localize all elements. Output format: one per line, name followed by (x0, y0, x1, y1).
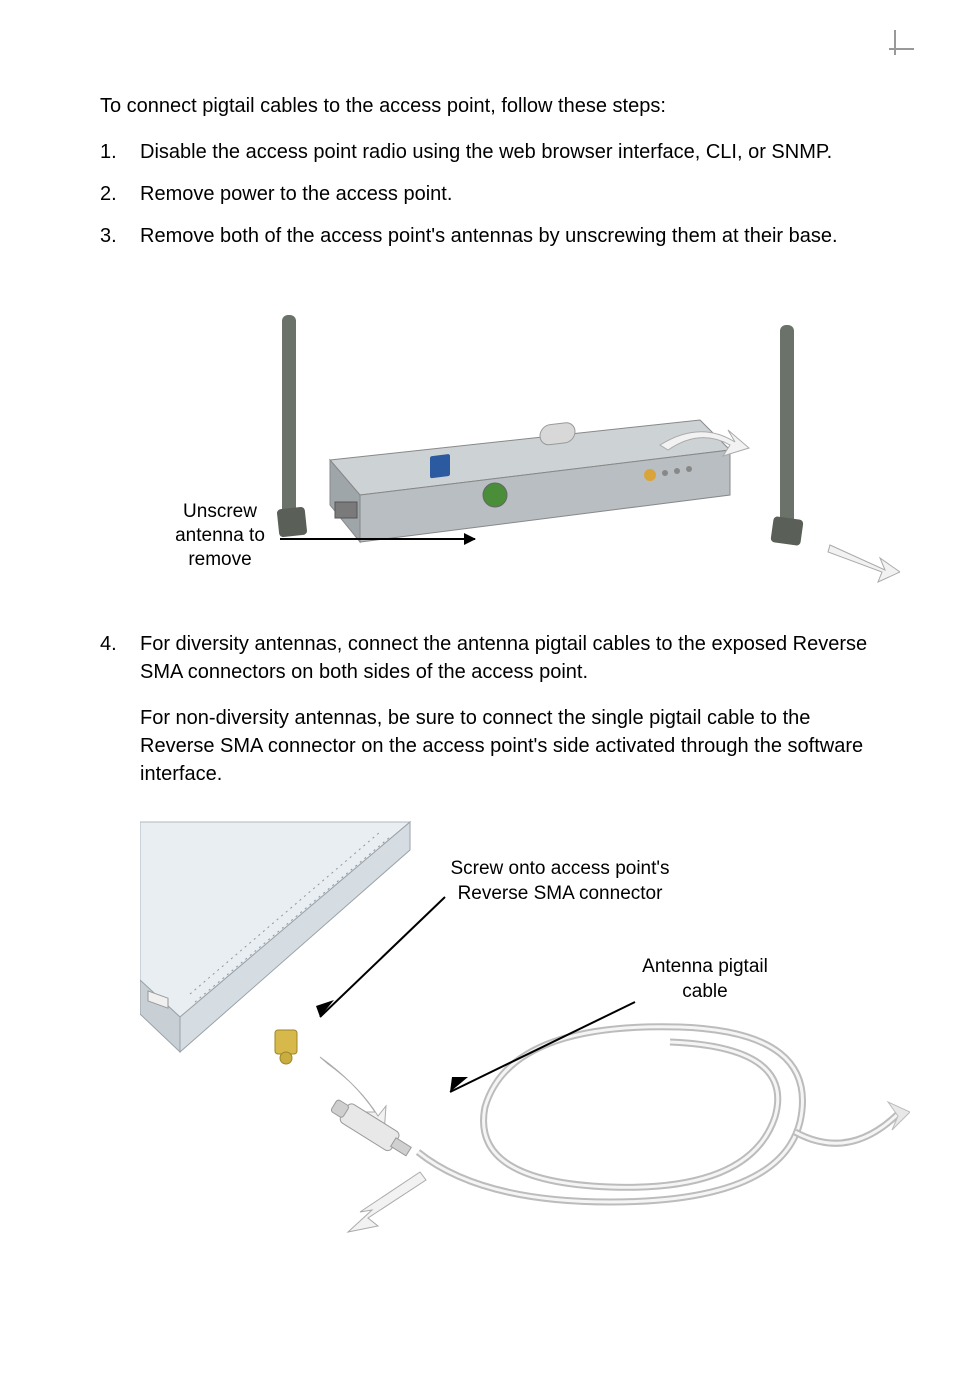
label-unscrew-antenna: Unscrew antenna to remove (165, 500, 275, 571)
step-number: 2. (100, 180, 140, 208)
step-text: Remove both of the access point's antenn… (140, 222, 884, 250)
callout-arrow-icon (310, 892, 450, 1022)
callout-arrow-icon (280, 538, 475, 540)
label-antenna-pigtail-cable: Antenna pigtail cable (620, 955, 790, 1004)
step-4: 4. For diversity antennas, connect the a… (100, 630, 884, 788)
page-content: To connect pigtail cables to the access … (0, 0, 954, 1312)
step-3: 3. Remove both of the access point's ant… (100, 222, 884, 250)
step-text: Disable the access point radio using the… (140, 138, 884, 166)
step4-para2: For non-diversity antennas, be sure to c… (140, 704, 884, 788)
step-number: 4. (100, 630, 140, 788)
step-2: 2. Remove power to the access point. (100, 180, 884, 208)
step-text: Remove power to the access point. (140, 180, 884, 208)
step-number: 1. (100, 138, 140, 166)
step-1: 1. Disable the access point radio using … (100, 138, 884, 166)
figure-remove-antennas: Unscrew antenna to remove (140, 270, 900, 600)
label-screw-onto-connector: Screw onto access point's Reverse SMA co… (420, 857, 700, 906)
callout-arrow-icon (440, 997, 640, 1097)
step-number: 3. (100, 222, 140, 250)
intro-text: To connect pigtail cables to the access … (100, 92, 884, 120)
figure-connect-pigtail: Screw onto access point's Reverse SMA co… (140, 802, 910, 1252)
step4-para1: For diversity antennas, connect the ante… (140, 630, 884, 686)
step-text: For diversity antennas, connect the ante… (140, 630, 884, 788)
